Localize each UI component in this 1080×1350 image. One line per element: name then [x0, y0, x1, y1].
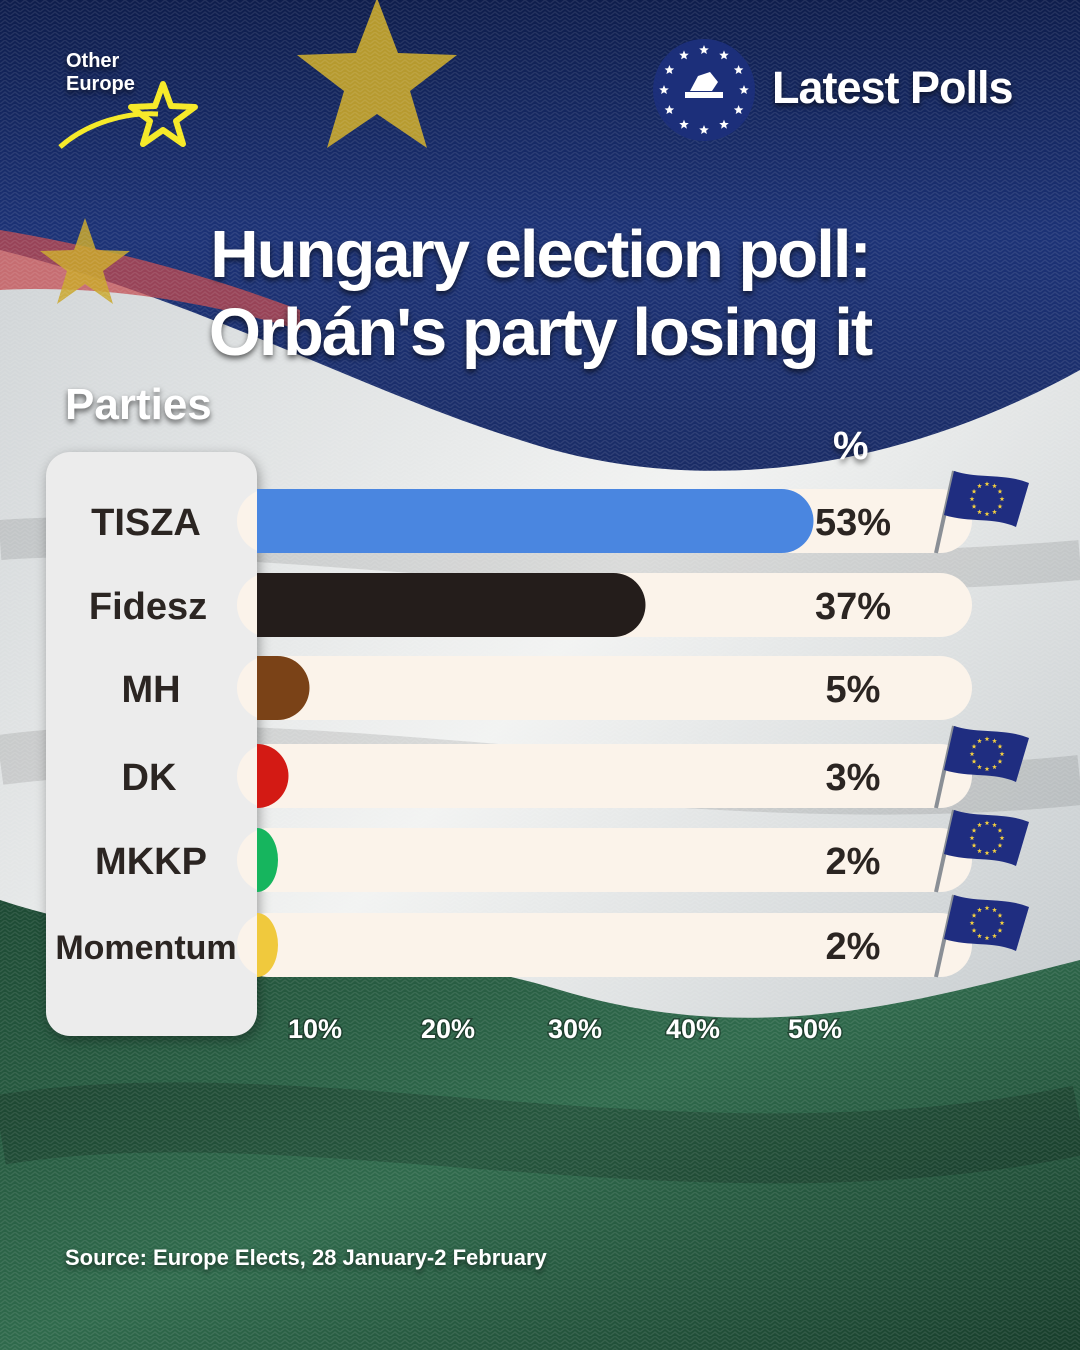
latest-polls-label: Latest Polls — [772, 62, 1014, 113]
badge-star — [719, 50, 729, 60]
category-label: TISZA — [91, 502, 201, 544]
bar-row: DK 3% — [122, 725, 1029, 809]
value-label: 3% — [826, 757, 881, 799]
bar-row: Momentum 2% — [55, 894, 1029, 978]
bar-track — [237, 913, 972, 977]
yellow-star-swoosh-icon — [58, 81, 198, 149]
badge-star — [733, 65, 744, 74]
bar-row: Fidesz 37% — [89, 573, 972, 637]
eu-flag-icon — [934, 809, 1029, 893]
badge-star — [739, 85, 749, 94]
badge-star — [699, 125, 709, 134]
x-tick-label: 10% — [288, 1014, 342, 1044]
source-note: Source: Europe Elects, 28 January-2 Febr… — [65, 1245, 547, 1270]
category-label: DK — [122, 757, 177, 799]
bar — [257, 744, 289, 808]
category-label: MH — [121, 669, 180, 711]
badge-star — [699, 45, 709, 54]
eu-flag-icon — [934, 894, 1029, 978]
value-label: 2% — [826, 841, 881, 883]
bar-track — [237, 828, 972, 892]
bar — [257, 913, 278, 977]
ballot-box-eu-stars-icon — [653, 39, 755, 141]
bar-row: MKKP 2% — [95, 809, 1029, 893]
value-label: 53% — [815, 502, 891, 544]
headline-line-1: Hungary election poll: — [210, 217, 872, 292]
eu-flag-icon — [934, 470, 1029, 554]
value-label: 37% — [815, 586, 891, 628]
badge-star — [664, 105, 675, 114]
headline: Hungary election poll: Orbán's party los… — [0, 216, 1080, 372]
headline-line-2: Orbán's party losing it — [208, 295, 873, 370]
badge-star — [719, 119, 729, 129]
bar-track — [237, 656, 972, 720]
bar-row: TISZA 53% — [91, 470, 1029, 554]
value-label: 5% — [826, 669, 881, 711]
bar — [257, 828, 278, 892]
badge-star — [679, 119, 689, 129]
bar-track — [237, 744, 972, 808]
category-axis-label: Parties — [65, 380, 212, 429]
bar — [257, 489, 814, 553]
eu-flag-icon — [934, 725, 1029, 809]
badge-star — [664, 65, 675, 74]
value-axis-label: % — [833, 424, 869, 468]
badge-star — [733, 105, 744, 114]
category-label: Momentum — [55, 929, 236, 967]
bar — [257, 573, 646, 637]
bar-row: MH 5% — [121, 656, 972, 720]
x-tick-label: 50% — [788, 1014, 842, 1044]
badge-star — [679, 50, 689, 60]
value-label: 2% — [826, 926, 881, 968]
bar — [257, 656, 310, 720]
x-tick-label: 20% — [421, 1014, 475, 1044]
party-label-panel — [46, 452, 257, 1036]
x-tick-label: 40% — [666, 1014, 720, 1044]
category-label: MKKP — [95, 841, 207, 883]
brand-logo: Other Europe — [58, 50, 218, 170]
category-label: Fidesz — [89, 586, 207, 628]
badge-star — [659, 85, 669, 94]
x-tick-label: 30% — [548, 1014, 602, 1044]
brand-name: Other Europe — [66, 50, 135, 95]
